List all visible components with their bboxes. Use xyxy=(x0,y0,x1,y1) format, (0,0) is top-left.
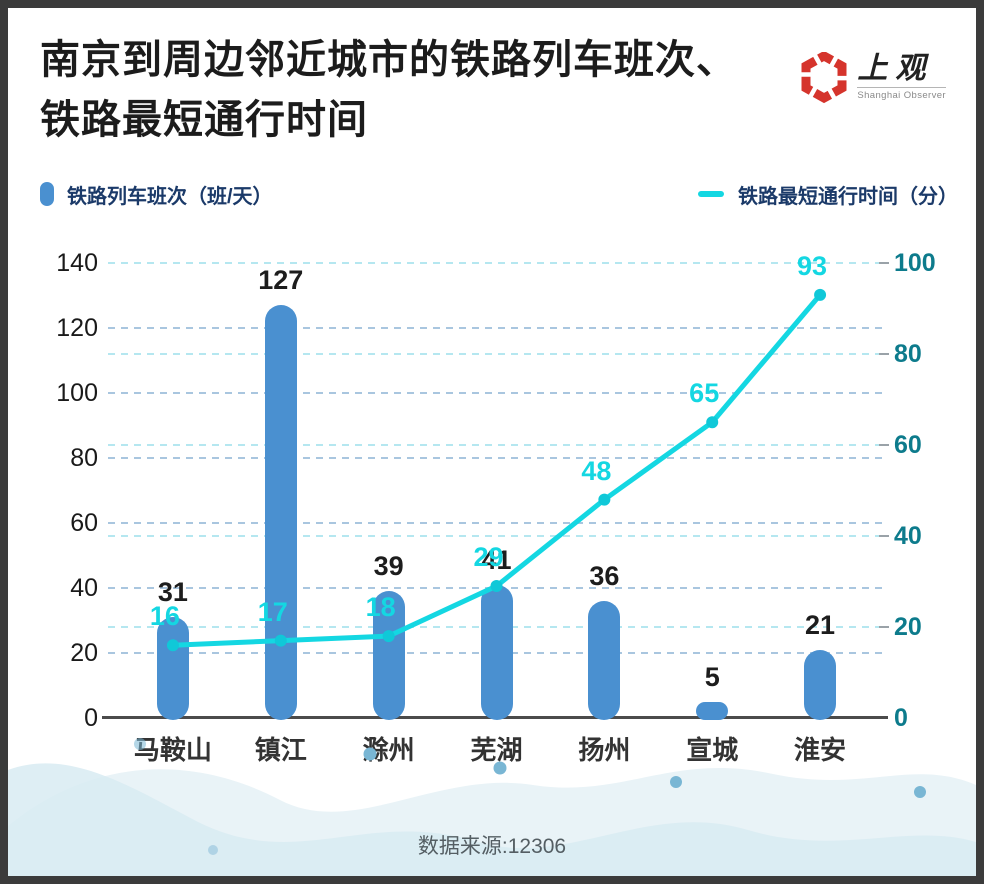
bar-value-label: 36 xyxy=(589,561,620,591)
line-legend-swatch xyxy=(698,191,724,197)
gridline-right-axis xyxy=(108,262,883,264)
x-axis-label: 镇江 xyxy=(254,735,307,765)
bar-value-label: 21 xyxy=(805,609,836,640)
bar-legend-label: 铁路列车班次（班/天） xyxy=(67,185,273,208)
bar-value-label: 5 xyxy=(704,661,720,692)
x-axis-label: 扬州 xyxy=(578,735,631,765)
right-axis-tick-label: 20 xyxy=(894,613,922,641)
left-axis-tick-label: 100 xyxy=(56,379,98,407)
line-point-marker xyxy=(706,416,719,429)
bar-value-label: 41 xyxy=(481,544,512,575)
line-value-label: 18 xyxy=(365,592,396,623)
title-line-1: 南京到周边邻近城市的铁路列车班次、 xyxy=(40,38,737,82)
title-line-2: 铁路最短通行时间 xyxy=(40,98,368,142)
left-axis-tick-label: 0 xyxy=(84,704,98,732)
left-axis-tick-label: 80 xyxy=(70,444,98,472)
bar xyxy=(372,591,405,720)
right-axis-tick-label: 100 xyxy=(894,249,936,277)
right-axis-tick-label: 60 xyxy=(894,431,922,459)
left-axis-tick-label: 120 xyxy=(56,314,98,342)
x-axis-label: 淮安 xyxy=(794,735,847,765)
gridline-left-axis xyxy=(108,392,883,394)
gridline-left-axis xyxy=(108,522,883,524)
line-value-label: 48 xyxy=(581,455,612,486)
shanghai-observer-logo: 上观 Shanghai Observer xyxy=(799,50,946,109)
bar xyxy=(264,305,297,720)
bar-value-label: 39 xyxy=(373,551,404,582)
x-axis-label: 宣城 xyxy=(686,735,739,765)
bar xyxy=(480,584,513,720)
left-axis-tick-label: 40 xyxy=(70,574,98,602)
right-axis-tick-label: 40 xyxy=(894,522,922,550)
right-axis-tick-mark xyxy=(879,262,889,264)
bar xyxy=(696,701,729,720)
decorative-waves xyxy=(8,738,976,876)
combo-chart: 31 127 39 41 36 5 21 16 17 18 29 48 65 93 马鞍山 镇江 滁州 芜湖 扬州宣… xyxy=(8,249,976,765)
logo-text-en: Shanghai Observer xyxy=(857,87,946,101)
bar xyxy=(156,617,189,720)
bar-value-label: 31 xyxy=(157,577,188,608)
right-axis-tick-label: 0 xyxy=(894,704,908,732)
right-axis-tick-mark xyxy=(879,535,889,537)
gridline-right-axis xyxy=(108,535,883,537)
logo-text-cn: 上观 xyxy=(857,51,934,86)
line-point-marker xyxy=(166,639,179,652)
bar xyxy=(588,601,621,720)
bar xyxy=(804,649,837,720)
line-point-marker xyxy=(598,493,611,506)
line-value-label: 17 xyxy=(257,596,288,627)
page-title: 南京到周边邻近城市的铁路列车班次、 铁路最短通行时间 xyxy=(40,30,830,150)
left-axis-tick-label: 140 xyxy=(56,249,98,277)
legend-line-series: 铁路最短通行时间（分） xyxy=(698,178,958,210)
line-value-label: 65 xyxy=(689,378,720,409)
line-point-marker xyxy=(382,630,395,643)
line-value-label: 93 xyxy=(797,250,828,281)
right-axis-tick-mark xyxy=(879,626,889,628)
x-axis-label: 马鞍山 xyxy=(133,735,212,765)
bar-value-label: 127 xyxy=(258,265,304,296)
right-axis-tick-mark xyxy=(879,353,889,355)
plot-area: 31 127 39 41 36 5 21 16 17 18 29 48 65 93 马鞍山 镇江 滁州 芜湖 扬州宣… xyxy=(102,251,889,765)
line-path xyxy=(170,292,823,648)
line-value-label: 16 xyxy=(149,601,180,632)
line-value-label: 29 xyxy=(473,542,504,573)
gridline-right-axis xyxy=(108,353,883,355)
right-axis-tick-label: 80 xyxy=(894,340,922,368)
gridline-left-axis xyxy=(108,327,883,329)
line-point-marker xyxy=(490,580,503,593)
line-point-marker xyxy=(274,634,287,647)
data-source-note: 数据来源:12306 xyxy=(417,835,567,858)
x-axis-label: 芜湖 xyxy=(470,735,523,765)
gridline-left-axis xyxy=(108,457,883,459)
left-axis-tick-label: 20 xyxy=(70,639,98,667)
aperture-logo-icon xyxy=(799,50,849,109)
left-axis-tick-label: 60 xyxy=(70,509,98,537)
gridline-right-axis xyxy=(108,444,883,446)
line-legend-label: 铁路最短通行时间（分） xyxy=(738,185,958,208)
bar-legend-swatch xyxy=(40,182,54,206)
legend-bar-series: 铁路列车班次（班/天） xyxy=(40,178,273,210)
line-series xyxy=(166,288,827,652)
right-axis-tick-mark xyxy=(879,444,889,446)
line-point-marker xyxy=(814,288,827,301)
